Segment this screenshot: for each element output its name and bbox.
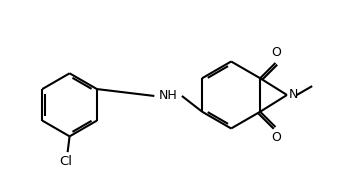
Text: O: O — [272, 46, 281, 59]
Text: N: N — [289, 88, 298, 102]
Text: NH: NH — [159, 89, 177, 102]
Text: O: O — [272, 131, 281, 144]
Text: Cl: Cl — [59, 155, 72, 168]
